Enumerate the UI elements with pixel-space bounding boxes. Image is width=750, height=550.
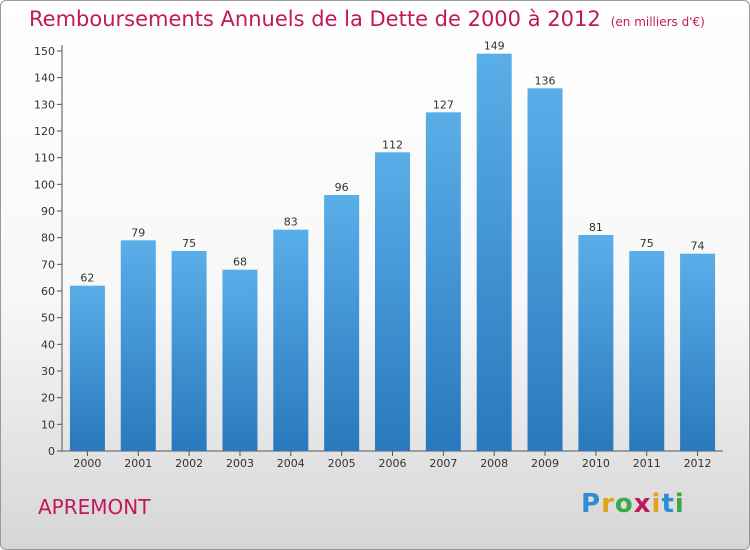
y-tick-label: 0 xyxy=(48,445,55,458)
data-label: 83 xyxy=(284,216,298,229)
bar xyxy=(324,195,360,451)
x-tick-label: 2004 xyxy=(277,457,305,470)
y-tick-label: 20 xyxy=(41,392,55,405)
data-label: 127 xyxy=(433,98,454,111)
bar xyxy=(222,269,258,451)
data-label: 62 xyxy=(80,272,94,285)
x-tick-label: 2000 xyxy=(73,457,101,470)
data-label: 79 xyxy=(131,226,145,239)
bar xyxy=(120,240,156,451)
x-tick-label: 2001 xyxy=(124,457,152,470)
data-label: 74 xyxy=(691,240,705,253)
y-tick-label: 70 xyxy=(41,258,55,271)
x-tick-label: 2006 xyxy=(379,457,407,470)
bar xyxy=(476,53,512,452)
x-tick-label: 2010 xyxy=(582,457,610,470)
chart-title: Remboursements Annuels de la Dette de 20… xyxy=(29,7,705,31)
y-tick-label: 60 xyxy=(41,285,55,298)
data-label: 112 xyxy=(382,138,403,151)
bar xyxy=(578,235,614,451)
data-label: 68 xyxy=(233,256,247,269)
bar xyxy=(273,229,309,451)
bar xyxy=(425,112,461,451)
bar xyxy=(527,88,563,451)
y-tick-label: 80 xyxy=(41,232,55,245)
data-label: 75 xyxy=(640,237,654,250)
bar xyxy=(375,152,410,452)
data-label: 149 xyxy=(484,40,505,53)
x-tick-label: 2012 xyxy=(684,457,712,470)
x-tick-label: 2002 xyxy=(175,457,203,470)
y-tick-label: 120 xyxy=(34,125,55,138)
bar xyxy=(629,251,665,451)
y-tick-label: 40 xyxy=(41,338,55,351)
x-tick-label: 2005 xyxy=(328,457,356,470)
data-label: 136 xyxy=(535,74,556,87)
data-label: 96 xyxy=(335,181,349,194)
y-tick-label: 130 xyxy=(34,98,55,111)
data-label: 75 xyxy=(182,237,196,250)
bar xyxy=(680,253,716,451)
y-tick-label: 140 xyxy=(34,72,55,85)
x-tick-label: 2009 xyxy=(531,457,559,470)
x-tick-label: 2011 xyxy=(633,457,661,470)
bar xyxy=(69,285,105,451)
x-tick-label: 2003 xyxy=(226,457,254,470)
y-tick-label: 110 xyxy=(34,152,55,165)
y-tick-label: 150 xyxy=(34,45,55,58)
chart-unit: (en milliers d'€) xyxy=(610,15,705,29)
y-tick-label: 90 xyxy=(41,205,55,218)
bar xyxy=(171,251,207,451)
proxiti-logo: Proxiti xyxy=(581,489,685,519)
commune-name: APREMONT xyxy=(38,495,151,519)
x-tick-label: 2008 xyxy=(480,457,508,470)
y-tick-label: 10 xyxy=(41,418,55,431)
x-tick-label: 2007 xyxy=(429,457,457,470)
y-tick-label: 50 xyxy=(41,312,55,325)
y-tick-label: 30 xyxy=(41,365,55,378)
data-label: 81 xyxy=(589,221,603,234)
y-tick-label: 100 xyxy=(34,178,55,191)
chart-title-text: Remboursements Annuels de la Dette de 20… xyxy=(29,7,601,31)
